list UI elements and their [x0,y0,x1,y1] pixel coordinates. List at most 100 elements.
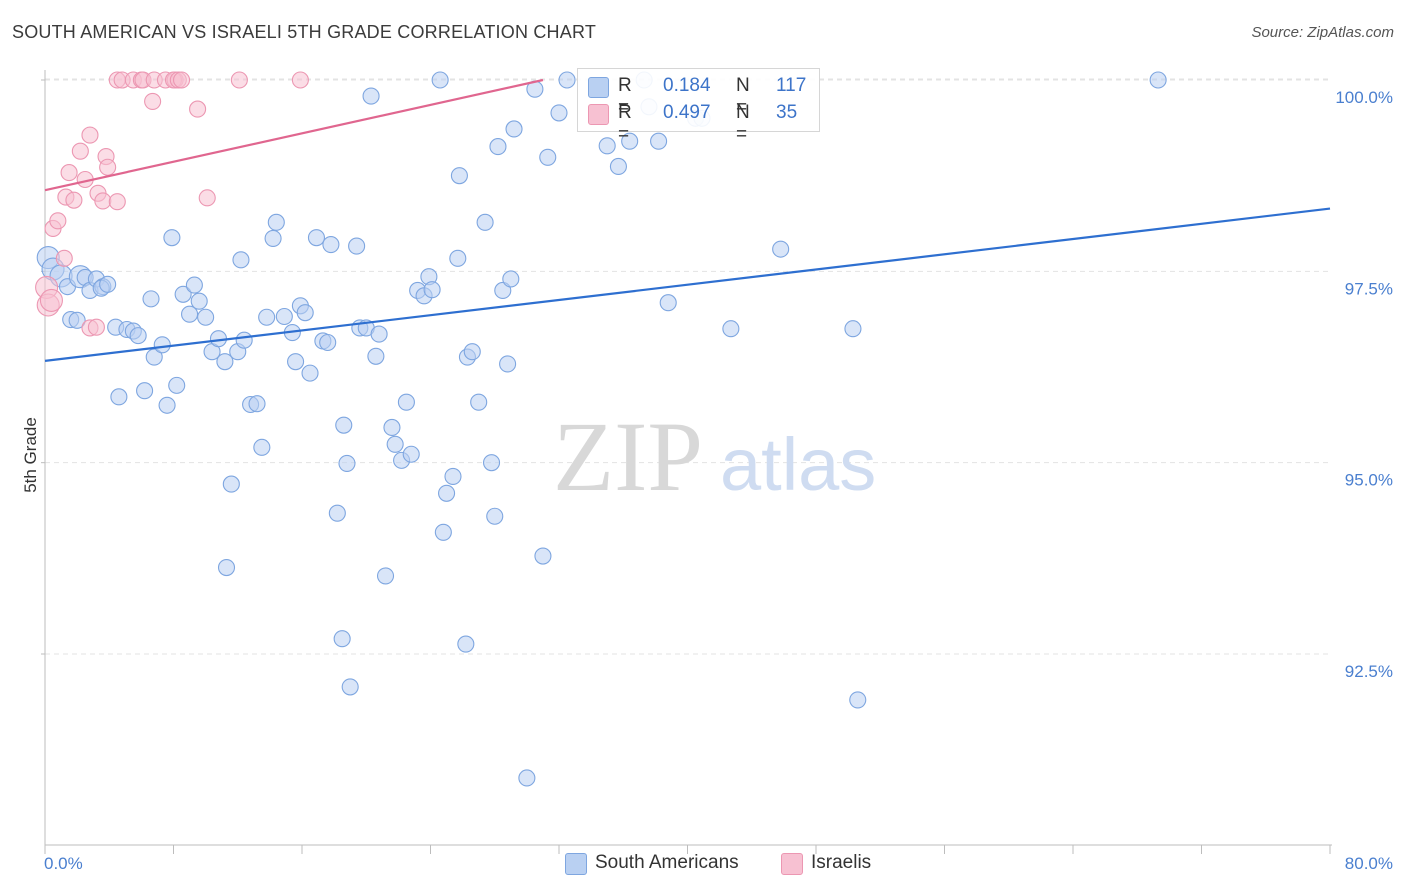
south-american-point [489,138,507,156]
legend-r-label: R = [618,102,632,145]
blue-swatch-icon [565,853,587,875]
israelis-trend-line [44,78,544,192]
y-tick-label: 97.5% [1345,279,1393,298]
south-american-point [341,678,359,696]
south-american-point [258,308,276,326]
south-american-point [110,388,128,406]
legend-label-israelis: Israelis [811,852,872,873]
south-american-point [362,87,380,105]
israeli-point [81,126,99,144]
data-points [35,71,1167,787]
south-american-point [197,308,215,326]
watermark-zip: ZIP [553,401,703,512]
israeli-point [39,288,63,312]
south-american-point [772,240,790,258]
pink-swatch-icon [588,104,609,125]
south-american-point [275,307,293,326]
south-american-point [322,235,340,254]
south-american-point [367,347,385,365]
israeli-point [65,191,83,209]
south-american-point [222,475,240,493]
south-american-point [386,435,404,453]
south-american-point [1149,71,1167,89]
legend-n-label: N = [736,102,750,145]
south-american-point [253,438,271,456]
legend-n-label: N = [736,75,750,118]
south-american-point [444,467,462,485]
south-americans-trend-line [44,207,1331,362]
south-american-point [328,504,346,522]
south-american-point [174,285,192,303]
israeli-point [49,212,67,230]
south-american-point [383,418,401,437]
south-american-point [470,393,488,411]
source-label: Source: ZipAtlas.com [1251,24,1394,41]
grid-lines [45,78,1330,655]
south-american-point [168,376,186,394]
legend-n-value: 35 [776,102,798,123]
south-american-point [370,325,388,343]
south-american-point [650,132,668,150]
south-american-point [185,276,203,294]
y-tick-label: 100.0% [1335,88,1393,107]
south-american-point [482,454,501,472]
south-american-point [431,71,449,89]
south-american-point [307,229,326,247]
south-american-point [397,393,415,411]
y-tick-label: 95.0% [1345,471,1393,490]
south-american-point [163,229,181,247]
south-american-point [287,353,305,371]
south-american-point [142,290,160,308]
south-american-point [99,275,117,293]
south-american-point [338,454,356,472]
x-tick-label-max: 80.0% [1345,854,1393,873]
south-american-point [621,132,639,150]
south-american-point [499,355,517,373]
south-american-point [844,320,862,338]
israeli-point [71,142,89,160]
blue-swatch-icon [588,77,609,98]
watermark: ZIP atlas [553,401,876,512]
south-american-point [450,167,468,185]
israeli-point [60,164,78,182]
israeli-point [94,192,112,210]
israeli-point [198,189,216,207]
south-american-point [190,292,208,310]
south-american-point [539,148,557,166]
south-american-point [457,635,475,653]
israeli-point [189,100,207,118]
south-american-point [348,237,366,255]
south-american-point [476,213,494,231]
south-american-point [217,558,236,577]
israeli-point [144,92,162,110]
watermark-atlas: atlas [720,423,876,506]
south-american-point [129,327,147,345]
south-american-point [849,691,867,709]
south-american-point [558,71,576,89]
israeli-point [87,318,105,336]
south-american-point [136,382,154,400]
pink-swatch-icon [781,853,803,875]
south-american-point [335,416,353,434]
south-american-point [438,484,456,502]
south-american-point [333,630,351,648]
south-american-point [145,348,163,366]
south-american-point [518,769,536,787]
y-axis-label: 5th Grade [21,417,40,493]
trend-lines [44,78,1331,362]
south-american-point [463,343,481,361]
series-legend: South Americans Israelis [0,851,1406,879]
x-tick-label-min: 0.0% [44,854,83,873]
south-american-point [598,137,616,155]
y-tick-label: 92.5% [1345,662,1393,681]
south-american-point [534,547,552,565]
south-american-point [248,395,266,413]
south-american-point [296,304,314,322]
israeli-point [108,193,126,211]
legend-n-value: 117 [776,75,807,96]
south-american-point [423,281,441,299]
axes: 100.0% 97.5% 95.0% 92.5% [41,70,1393,854]
south-american-point [376,567,395,585]
south-american-point [319,333,337,352]
